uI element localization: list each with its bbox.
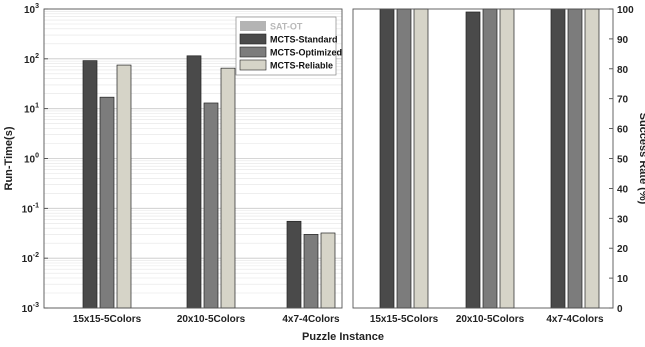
y-axis-label: Run-Time(s) (3, 126, 15, 190)
bar-mcts-reliable (584, 8, 600, 309)
x-tick-label: 20x10-5Colors (456, 314, 525, 325)
y-tick-label: 10-3 (22, 302, 39, 315)
plot-frame (43, 8, 343, 309)
bar-mcts-standard (550, 8, 566, 309)
y-axis-label: Success Rate (%) (637, 113, 645, 205)
y-tick-label: 10 (617, 274, 629, 285)
bar-mcts-reliable (320, 232, 336, 309)
x-tick-label: 15x15-5Colors (73, 314, 142, 325)
x-tick-label: 20x10-5Colors (177, 314, 246, 325)
bar-mcts-optimized (567, 8, 583, 309)
legend-swatch (239, 59, 267, 71)
bar-mcts-standard (379, 8, 395, 309)
bar-mcts-reliable (499, 8, 515, 309)
bar-mcts-optimized (482, 8, 498, 309)
y-tick-label: 70 (617, 95, 629, 106)
x-tick-label: 4x7-4Colors (546, 314, 604, 325)
y-tick-label: 0 (617, 304, 623, 315)
legend: SAT-OT MCTS-Standard MCTS-Optimized MCTS-Re… (235, 16, 342, 76)
legend-label: SAT-OT (270, 22, 303, 32)
y-tick-label: 102 (24, 53, 39, 66)
bar-mcts-optimized (396, 8, 412, 309)
y-tick-label: 20 (617, 244, 629, 255)
plot-frame (352, 8, 614, 309)
legend-swatch (239, 46, 267, 58)
legend-swatch (240, 21, 266, 31)
bar-mcts-optimized (99, 96, 115, 309)
y-tick-label: 40 (617, 184, 629, 195)
y-tick-label: 30 (617, 214, 629, 225)
legend-label: MCTS-Standard (270, 35, 338, 45)
y-tick-label: 50 (617, 155, 629, 166)
y-tick-label: 60 (617, 125, 629, 136)
bar-mcts-standard (465, 11, 481, 309)
success-rate-panel: 0 10 20 30 40 50 60 70 80 90 100 15x15-5Colors 20x10… (352, 5, 645, 325)
y-tick-label: 103 (24, 3, 39, 16)
bar-mcts-reliable (220, 67, 236, 309)
bar-mcts-reliable (116, 64, 132, 309)
y-tick-label: 80 (617, 65, 629, 76)
y-tick-label: 100 (24, 153, 39, 166)
y-tick-label: 90 (617, 35, 629, 46)
y-tick-label: 101 (24, 103, 39, 116)
bar-mcts-standard (82, 60, 98, 309)
y-tick-label: 10-1 (22, 202, 39, 215)
runtime-panel: 10-3 10-2 10-1 100 101 102 103 15x15-5Colors 20x… (3, 3, 343, 325)
bar-mcts-standard (186, 55, 202, 309)
legend-swatch (239, 33, 267, 45)
y-tick-label: 100 (617, 5, 634, 16)
legend-label: MCTS-Reliable (270, 61, 333, 71)
x-tick-label: 15x15-5Colors (370, 314, 439, 325)
bar-mcts-optimized (203, 102, 219, 309)
bar-mcts-reliable (413, 8, 429, 309)
y-tick-label: 10-2 (22, 252, 39, 265)
x-axis-label: Puzzle Instance (302, 331, 384, 343)
bar-mcts-optimized (303, 234, 319, 309)
bar-mcts-standard (286, 220, 302, 309)
legend-label: MCTS-Optimized (270, 48, 342, 58)
x-tick-label: 4x7-4Colors (282, 314, 340, 325)
